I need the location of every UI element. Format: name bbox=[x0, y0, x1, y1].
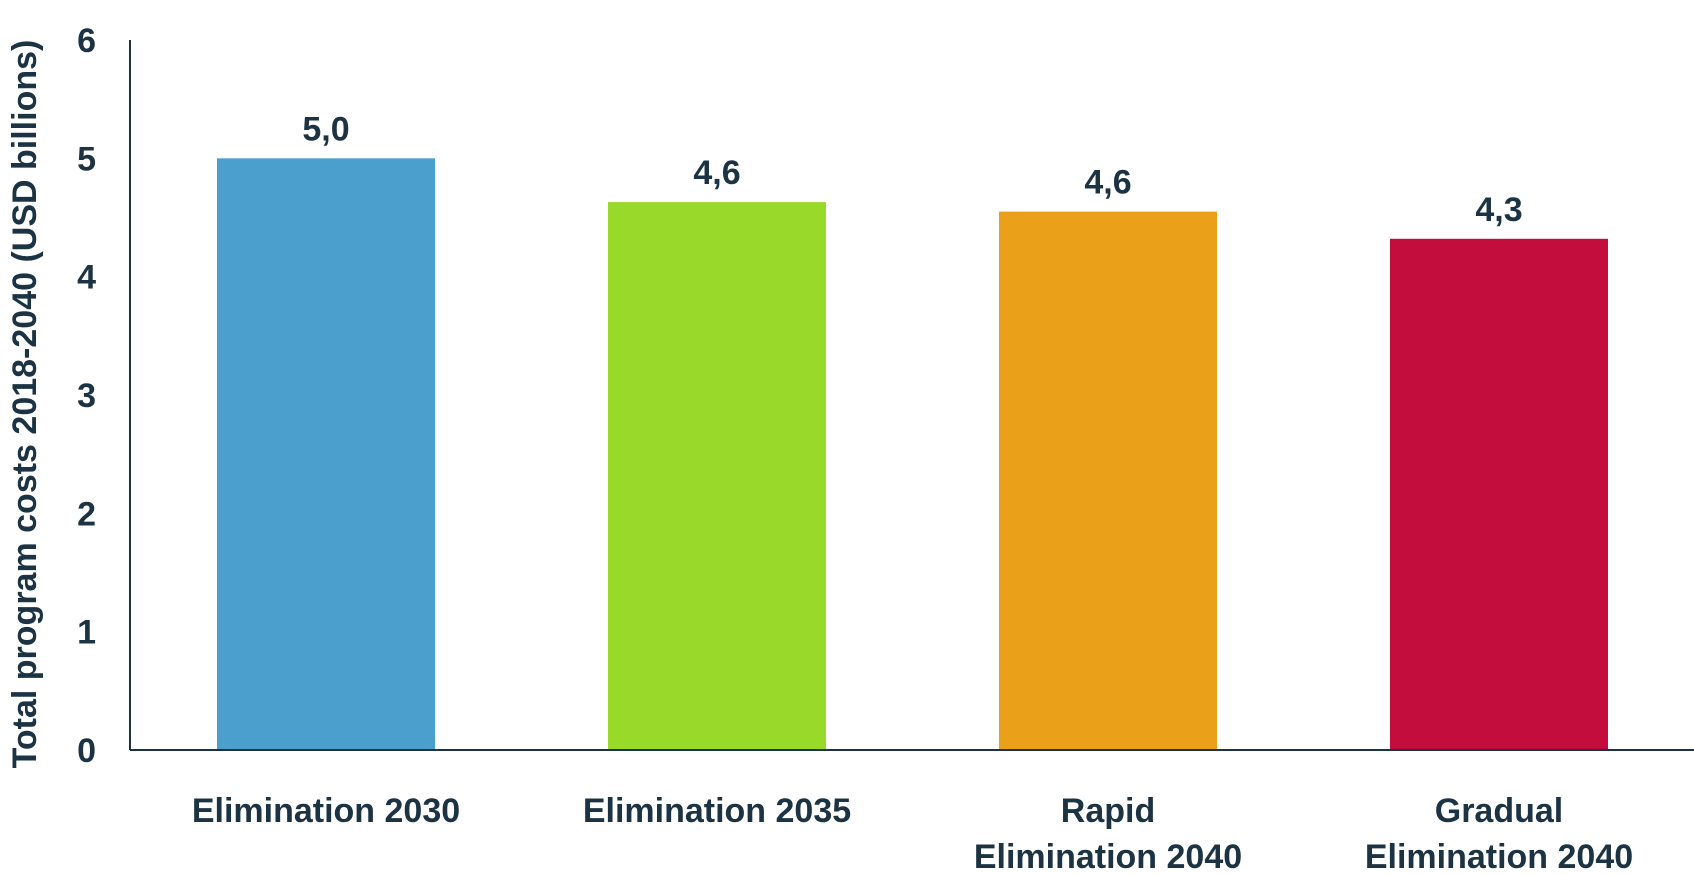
bar bbox=[217, 158, 435, 751]
y-tick-label: 1 bbox=[77, 614, 96, 652]
x-tick-label: Elimination 2030 bbox=[192, 792, 460, 830]
y-axis-ticks: 0 1 2 3 4 5 6 bbox=[77, 22, 96, 770]
x-tick-label: Elimination 2040 bbox=[974, 838, 1242, 874]
data-label: 4,6 bbox=[693, 154, 740, 192]
y-tick-label: 3 bbox=[77, 377, 96, 415]
data-label: 4,3 bbox=[1475, 191, 1522, 229]
data-label: 4,6 bbox=[1084, 164, 1131, 202]
bar bbox=[1390, 238, 1608, 751]
y-tick-label: 2 bbox=[77, 495, 96, 533]
x-tick-label: Rapid bbox=[1061, 792, 1155, 830]
bar bbox=[999, 211, 1217, 751]
y-tick-label: 4 bbox=[77, 259, 96, 297]
y-tick-label: 0 bbox=[77, 732, 96, 770]
x-axis-labels: Elimination 2030 Elimination 2035 Rapid Eli… bbox=[192, 792, 1633, 874]
bars bbox=[217, 158, 1608, 751]
value-labels: 5,0 4,6 4,6 4,3 bbox=[302, 110, 1522, 228]
y-tick-label: 6 bbox=[77, 22, 96, 60]
bar bbox=[608, 202, 826, 750]
x-tick-label: Elimination 2035 bbox=[583, 792, 851, 830]
y-axis-title: Total program costs 2018-2040 (USD billi… bbox=[6, 40, 44, 769]
y-tick-label: 5 bbox=[77, 140, 96, 178]
x-tick-label: Gradual bbox=[1435, 792, 1563, 830]
data-label: 5,0 bbox=[302, 110, 349, 148]
x-tick-label: Elimination 2040 bbox=[1365, 838, 1633, 874]
